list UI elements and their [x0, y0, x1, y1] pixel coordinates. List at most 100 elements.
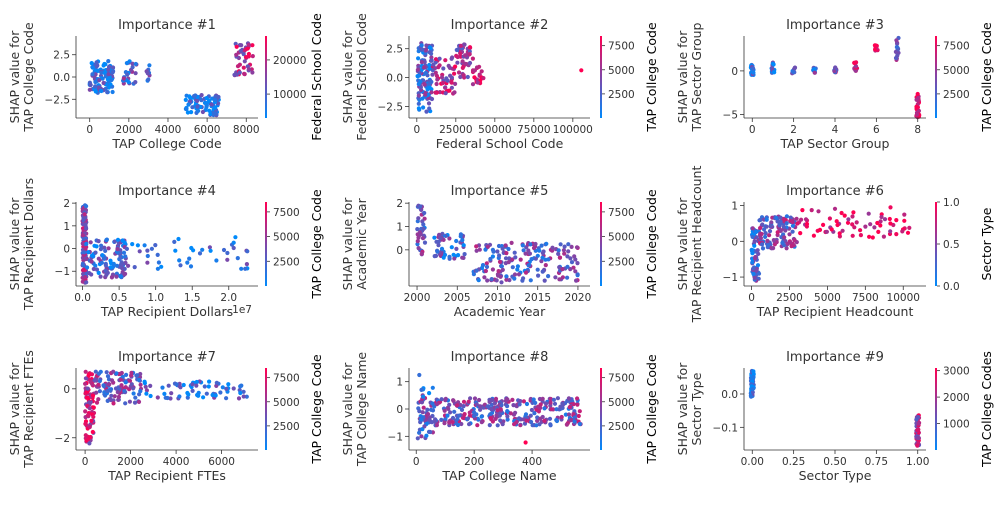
data-point: [477, 404, 482, 409]
data-point: [542, 278, 547, 283]
data-point: [415, 67, 420, 72]
data-point: [455, 60, 460, 65]
colorbar: [935, 36, 937, 118]
data-point: [488, 416, 493, 421]
data-point: [101, 383, 106, 388]
data-point: [895, 41, 900, 46]
data-point: [202, 100, 207, 105]
data-point: [777, 223, 782, 228]
data-point: [551, 397, 557, 402]
data-point: [90, 72, 95, 77]
data-point: [422, 240, 428, 245]
data-point: [755, 248, 760, 253]
data-point: [444, 76, 449, 81]
data-point: [812, 67, 817, 72]
data-point: [750, 251, 755, 256]
data-point: [850, 222, 855, 227]
data-point: [434, 423, 439, 428]
data-point: [531, 245, 537, 251]
data-point: [433, 70, 438, 75]
data-point: [245, 249, 250, 254]
data-point: [83, 376, 88, 381]
data-point: [430, 401, 435, 406]
data-point: [105, 389, 110, 394]
data-point: [83, 275, 88, 280]
data-point: [416, 49, 421, 54]
data-point: [121, 76, 126, 81]
data-point: [750, 260, 755, 265]
data-point: [84, 395, 89, 400]
data-point: [133, 71, 138, 76]
x-tick-label: 2.0: [220, 292, 237, 304]
colorbar-tick-label: 1.0: [943, 197, 960, 209]
data-point: [879, 214, 884, 220]
data-point: [426, 101, 432, 106]
y-tick-label: −5: [723, 110, 738, 122]
data-point: [420, 236, 426, 241]
colorbar-tick-label: 5000: [273, 397, 300, 409]
data-point: [462, 61, 468, 66]
x-tick-label: 200: [464, 456, 484, 468]
data-point: [476, 278, 481, 283]
data-point: [751, 369, 756, 374]
data-point: [458, 43, 463, 49]
y-tick-label: 1: [63, 221, 70, 233]
data-point: [419, 434, 424, 439]
data-point: [105, 374, 111, 379]
data-point: [155, 266, 160, 271]
data-point: [449, 80, 454, 85]
data-point: [82, 212, 87, 217]
data-point: [122, 388, 127, 394]
data-point: [528, 278, 533, 283]
data-point: [92, 378, 97, 383]
data-point: [155, 252, 160, 257]
data-point: [201, 395, 206, 400]
data-point: [840, 228, 845, 233]
data-point: [466, 399, 471, 404]
data-point: [85, 413, 91, 418]
data-point: [804, 221, 810, 227]
data-point: [561, 248, 567, 253]
data-point: [524, 401, 530, 407]
data-point: [873, 47, 878, 52]
data-point: [513, 410, 518, 415]
colorbar: [935, 368, 937, 450]
data-point: [206, 384, 211, 389]
data-point: [237, 62, 242, 67]
data-point: [83, 421, 88, 426]
data-point: [244, 262, 249, 267]
scatter-points: [748, 368, 922, 448]
data-point: [87, 87, 92, 92]
data-point: [156, 260, 161, 265]
data-point: [460, 255, 465, 260]
data-point: [439, 417, 444, 422]
data-point: [421, 222, 426, 227]
data-point: [133, 61, 138, 67]
data-point: [97, 78, 102, 83]
data-point: [569, 418, 574, 423]
colorbar-tick-label: 5000: [943, 65, 970, 77]
data-point: [172, 239, 177, 244]
data-point: [776, 219, 781, 224]
data-point: [750, 390, 755, 395]
data-point: [155, 395, 160, 400]
data-point: [169, 391, 174, 396]
data-point: [800, 208, 805, 213]
data-point: [458, 232, 463, 237]
x-tick-label: 0.25: [782, 456, 805, 468]
data-point: [129, 382, 134, 387]
data-point: [485, 278, 490, 283]
data-point: [118, 274, 123, 279]
x-tick-label: 2000: [115, 124, 142, 136]
y-tick-label: 0: [731, 236, 738, 248]
data-point: [123, 385, 128, 390]
x-tick-label: 25000: [439, 124, 472, 136]
data-point: [888, 229, 893, 234]
data-point: [115, 390, 120, 395]
data-point: [246, 67, 251, 72]
data-point: [517, 402, 522, 407]
data-point: [565, 254, 570, 259]
x-tick-label: 0.75: [865, 456, 888, 468]
data-point: [91, 414, 96, 419]
data-point: [213, 393, 218, 398]
